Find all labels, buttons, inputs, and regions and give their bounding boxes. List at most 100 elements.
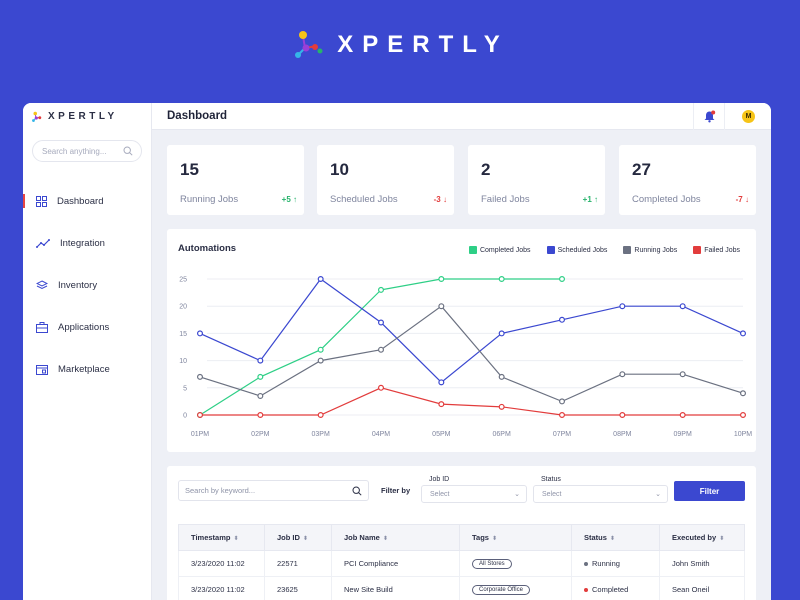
data-point-running-jobs [679,371,686,378]
trend-icon [36,238,50,248]
data-point-running-jobs [197,373,204,380]
sidebar-item-integration[interactable]: Integration [23,222,151,264]
stat-delta: +1 ↑ [582,195,598,204]
cell-executed-by: Sean Oneil [659,576,745,600]
stat-card-running: 15 Running Jobs +5 ↑ [167,145,304,215]
data-point-scheduled-jobs [378,319,385,326]
status-select[interactable]: Select ⌄ [533,485,668,503]
grid-icon [36,195,47,207]
column-header-job-id[interactable]: Job ID ⬍ [264,524,332,551]
column-header-job-name[interactable]: Job Name ⬍ [331,524,460,551]
column-header-timestamp[interactable]: Timestamp ⬍ [178,524,265,551]
job-id-select[interactable]: Select ⌄ [421,485,527,503]
sort-icon: ⬍ [382,536,388,542]
status-filter: Status Select ⌄ [533,476,668,503]
topbar: Dashboard M [152,103,771,130]
legend-swatch [546,246,555,254]
cell-tags: Corporate Office [459,576,572,600]
sidebar: XPERTLY Search anything... Dashboard [23,103,152,600]
data-point-running-jobs [498,373,505,380]
keyword-search-input[interactable]: Search by keyword... [178,480,369,501]
sidebar-search-input[interactable]: Search anything... [32,140,142,162]
sidebar-item-dashboard[interactable]: Dashboard [23,180,151,222]
search-icon [123,146,133,156]
app-window: XPERTLY Search anything... Dashboard [23,103,771,600]
stat-card-scheduled: 10 Scheduled Jobs -3 ↓ [317,145,454,215]
x-tick-label: 08PM [613,431,631,438]
x-tick-label: 10PM [734,431,752,438]
store-icon [36,364,48,375]
sidebar-item-inventory[interactable]: Inventory [23,264,151,306]
filter-button[interactable]: Filter [674,481,745,501]
hero-brand-name: XPERTLY [337,31,509,58]
data-point-completed-jobs [257,373,264,380]
stat-delta: +5 ↑ [281,195,297,204]
tag-badge[interactable]: All Stores [472,559,512,569]
job-id-filter: Job ID Select ⌄ [421,476,527,503]
notifications-button[interactable] [693,103,725,130]
arrow-down-icon: ↓ [745,195,749,204]
data-point-running-jobs [257,392,264,399]
sidebar-item-marketplace[interactable]: Marketplace [23,348,151,390]
tag-badge[interactable]: Corporate Office [472,585,530,595]
job-id-label: Job ID [429,476,450,483]
data-point-failed-jobs [498,403,505,410]
y-tick-label: 0 [183,413,187,420]
legend-item-running[interactable]: Running Jobs [623,246,677,254]
data-point-failed-jobs [197,412,204,419]
keyword-search-placeholder: Search by keyword... [185,486,256,495]
stat-label: Completed Jobs [632,194,701,205]
stat-card-completed: 27 Completed Jobs -7 ↓ [619,145,756,215]
cell-executed-by: John Smith [659,550,745,577]
x-tick-label: 06PM [493,431,511,438]
y-tick-label: 25 [179,277,187,284]
hero-brand: XPERTLY [0,28,800,62]
sidebar-nav: Dashboard Integration Inventory [23,180,151,390]
data-point-running-jobs [378,346,385,353]
sidebar-brand[interactable]: XPERTLY [23,103,151,130]
status-dot [584,588,588,593]
legend-item-scheduled[interactable]: Scheduled Jobs [546,246,607,254]
sidebar-item-applications[interactable]: Applications [23,306,151,348]
avatar[interactable]: M [742,110,755,123]
data-point-running-jobs [559,398,566,405]
cell-status: Running [571,550,660,577]
arrow-down-icon: ↓ [443,195,447,204]
data-point-scheduled-jobs [559,316,566,323]
column-header-status[interactable]: Status ⬍ [571,524,660,551]
data-point-running-jobs [739,390,746,397]
x-tick-label: 03PM [312,431,330,438]
table-row[interactable]: 3/23/2020 11:02 23625 New Site Build Cor… [178,576,745,600]
data-point-scheduled-jobs [739,330,746,337]
legend-swatch [623,246,632,254]
cell-job-id: 23625 [264,576,332,600]
sort-icon: ⬍ [302,536,308,542]
x-tick-label: 05PM [432,431,450,438]
data-point-failed-jobs [257,412,264,419]
column-header-tags[interactable]: Tags ⬍ [459,524,572,551]
jobs-table-card: Search by keyword... Filter by Job ID Se… [167,466,756,600]
legend-item-failed[interactable]: Failed Jobs [693,246,740,254]
sidebar-search-placeholder: Search anything... [42,146,107,156]
cell-status: Completed [571,576,660,600]
stat-delta: -3 ↓ [433,195,447,204]
cell-timestamp: 3/23/2020 11:02 [178,576,265,600]
data-point-scheduled-jobs [679,303,686,310]
chevron-down-icon: ⌄ [655,491,661,498]
page-title: Dashboard [167,110,228,122]
status-label: Status [541,476,561,483]
table-row[interactable]: 3/23/2020 11:02 22571 PCI Compliance All… [178,550,745,577]
data-point-running-jobs [438,303,445,310]
series-line-running-jobs [199,305,744,403]
sidebar-brand-name: XPERTLY [48,111,118,122]
chart-title: Automations [178,243,237,254]
legend-item-completed[interactable]: Completed Jobs [468,246,531,254]
jobs-table: Timestamp ⬍ Job ID ⬍ Job Name ⬍ Tags ⬍ Statu… [178,524,745,600]
stat-value: 10 [330,160,349,179]
stat-label: Failed Jobs [481,194,530,205]
stat-delta: -7 ↓ [735,195,749,204]
column-header-executed-by[interactable]: Executed by ⬍ [659,524,745,551]
data-point-failed-jobs [619,412,626,419]
chevron-down-icon: ⌄ [514,491,520,498]
stat-value: 27 [632,160,651,179]
